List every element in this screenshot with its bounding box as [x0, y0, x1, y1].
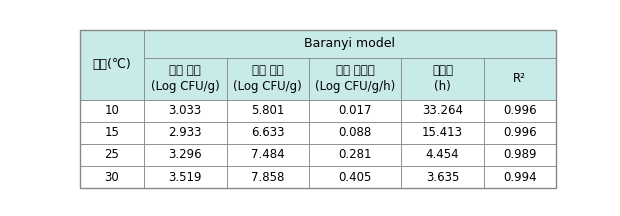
- Bar: [80, 100, 144, 122]
- Text: 최대 성장률
(Log CFU/g/h): 최대 성장률 (Log CFU/g/h): [315, 64, 396, 93]
- Text: 3.296: 3.296: [169, 148, 202, 161]
- Bar: [309, 100, 401, 122]
- Text: 2.933: 2.933: [169, 126, 202, 139]
- Bar: [144, 144, 226, 166]
- Text: 25: 25: [105, 148, 120, 161]
- Text: R²: R²: [513, 72, 526, 85]
- Text: 3.519: 3.519: [169, 170, 202, 184]
- Text: 33.264: 33.264: [422, 104, 463, 117]
- Bar: [144, 58, 226, 100]
- Bar: [484, 144, 556, 166]
- Text: 30: 30: [105, 170, 119, 184]
- Bar: [484, 100, 556, 122]
- Bar: [484, 58, 556, 100]
- Bar: [484, 166, 556, 188]
- Text: 3.033: 3.033: [169, 104, 202, 117]
- Text: 15.413: 15.413: [422, 126, 463, 139]
- Bar: [309, 58, 401, 100]
- Bar: [226, 100, 309, 122]
- Bar: [484, 122, 556, 144]
- Text: 10: 10: [105, 104, 120, 117]
- Bar: [226, 122, 309, 144]
- Bar: [401, 166, 484, 188]
- Text: 0.996: 0.996: [503, 126, 536, 139]
- Bar: [226, 58, 309, 100]
- Text: 15: 15: [105, 126, 120, 139]
- Bar: [80, 144, 144, 166]
- Bar: [144, 100, 226, 122]
- Bar: [80, 166, 144, 188]
- Bar: [226, 144, 309, 166]
- Text: 0.405: 0.405: [339, 170, 372, 184]
- Bar: [401, 58, 484, 100]
- Bar: [80, 122, 144, 144]
- Text: 유도기
(h): 유도기 (h): [432, 64, 453, 93]
- Text: 7.858: 7.858: [251, 170, 285, 184]
- Bar: [309, 122, 401, 144]
- Bar: [401, 100, 484, 122]
- Bar: [144, 122, 226, 144]
- Bar: [80, 30, 144, 100]
- Text: 초기 균수
(Log CFU/g): 초기 균수 (Log CFU/g): [151, 64, 219, 93]
- Text: 0.017: 0.017: [339, 104, 372, 117]
- Text: 7.484: 7.484: [251, 148, 285, 161]
- Bar: [144, 166, 226, 188]
- Text: 0.996: 0.996: [503, 104, 536, 117]
- Text: 0.281: 0.281: [339, 148, 372, 161]
- Bar: [144, 30, 556, 58]
- Text: 6.633: 6.633: [251, 126, 285, 139]
- Bar: [226, 166, 309, 188]
- Text: Baranyi model: Baranyi model: [304, 37, 396, 50]
- Text: 3.635: 3.635: [426, 170, 459, 184]
- Text: 0.088: 0.088: [339, 126, 372, 139]
- Text: 5.801: 5.801: [251, 104, 285, 117]
- Text: 0.989: 0.989: [503, 148, 536, 161]
- Bar: [309, 144, 401, 166]
- Text: 0.994: 0.994: [503, 170, 536, 184]
- Text: 최대 균수
(Log CFU/g): 최대 균수 (Log CFU/g): [233, 64, 302, 93]
- Bar: [401, 144, 484, 166]
- Bar: [309, 166, 401, 188]
- Text: 4.454: 4.454: [426, 148, 459, 161]
- Text: 온도(℃): 온도(℃): [92, 58, 131, 71]
- Bar: [401, 122, 484, 144]
